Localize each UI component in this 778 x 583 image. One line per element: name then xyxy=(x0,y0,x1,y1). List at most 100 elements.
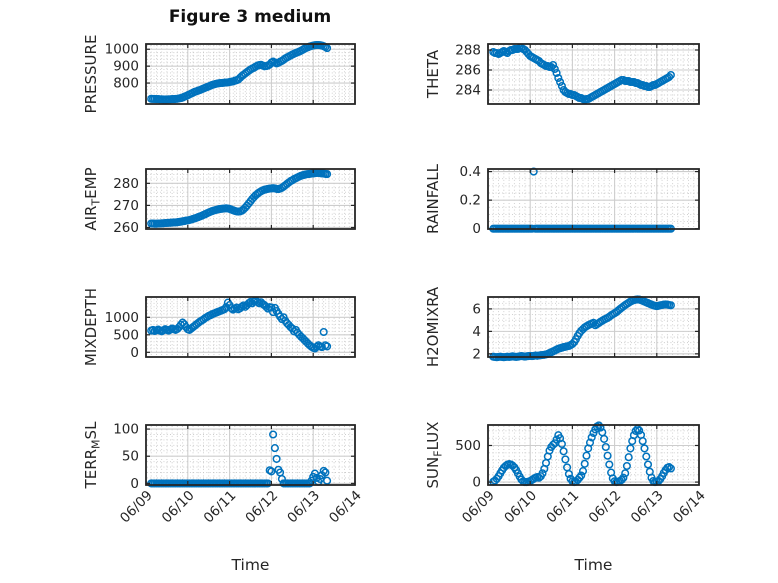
data-point xyxy=(269,308,278,317)
data-point xyxy=(262,302,271,311)
data-point xyxy=(617,475,626,484)
data-point xyxy=(585,438,595,447)
data-point xyxy=(578,467,588,476)
data-point xyxy=(624,453,633,462)
axes-box xyxy=(487,296,700,358)
axes-box xyxy=(487,43,700,105)
y-tick-label: 288 xyxy=(455,43,481,59)
data-points-h2omixra xyxy=(489,295,675,362)
y-tick-label: 900 xyxy=(113,59,139,75)
tick-marks xyxy=(145,297,356,357)
y-tick-label: 1000 xyxy=(105,42,139,58)
data-point xyxy=(554,73,563,83)
x-axis-label: Time xyxy=(231,556,270,574)
data-point xyxy=(319,327,328,337)
y-axis-label-mixdepth: MIXDEPTH xyxy=(82,288,100,366)
data-point xyxy=(323,342,332,351)
y-tick-label: 800 xyxy=(113,76,139,92)
x-tick-label: 06/13 xyxy=(284,488,323,527)
x-tick-label: 06/11 xyxy=(201,488,240,527)
y-tick-label: 270 xyxy=(113,198,139,214)
data-point xyxy=(622,461,631,471)
tick-marks xyxy=(145,425,356,485)
x-tick-label: 06/09 xyxy=(459,488,498,527)
axes-box xyxy=(487,168,700,230)
axes-box xyxy=(145,168,356,230)
data-point xyxy=(642,452,651,461)
subplot-theta: 284 286 288 THETA xyxy=(424,43,700,105)
tick-marks xyxy=(487,297,700,357)
subplot-rainfall: 0 0.2 0.4 RAINFALL xyxy=(424,163,700,237)
y-tick-label: 0.2 xyxy=(460,193,481,209)
y-tick-label: 0 xyxy=(472,221,481,237)
data-point xyxy=(321,468,330,477)
y-tick-label: 4 xyxy=(472,324,481,340)
y-tick-label: 260 xyxy=(113,220,139,236)
y-axis-label-rainfall: RAINFALL xyxy=(424,163,442,234)
data-point xyxy=(666,464,675,473)
y-axis-label-theta: THETA xyxy=(424,49,442,99)
figure-title: Figure 3 medium xyxy=(168,7,332,27)
data-point xyxy=(269,430,278,439)
data-points-pressure xyxy=(147,40,332,104)
data-point xyxy=(549,60,558,70)
major-grid xyxy=(488,169,699,229)
y-axis-label-h2omixra: H2OMIXRA xyxy=(424,286,442,367)
y-axis-label-terr-msl: TERRMSL xyxy=(82,421,103,490)
y-tick-label: 2 xyxy=(472,346,481,362)
y-tick-label: 0 xyxy=(472,475,481,491)
data-point xyxy=(626,444,635,453)
data-point xyxy=(323,170,332,179)
data-point xyxy=(666,301,675,310)
data-point xyxy=(270,444,279,453)
y-tick-label: 500 xyxy=(455,438,481,454)
data-point xyxy=(601,442,610,452)
x-axis-label: Time xyxy=(574,556,613,574)
x-tick-label: 06/10 xyxy=(159,488,198,527)
y-tick-label: 0 xyxy=(130,345,139,361)
tick-marks xyxy=(145,44,356,104)
data-point xyxy=(635,426,644,435)
data-point xyxy=(665,463,674,472)
data-point xyxy=(237,302,246,311)
data-point xyxy=(556,77,565,87)
y-tick-label: 0.4 xyxy=(460,164,481,180)
data-point xyxy=(323,476,332,485)
y-tick-label: 284 xyxy=(455,83,481,99)
data-point xyxy=(643,460,653,469)
data-point xyxy=(538,469,547,478)
y-tick-label: 500 xyxy=(113,327,139,343)
tick-marks xyxy=(145,169,356,229)
data-point xyxy=(665,72,674,82)
data-point xyxy=(640,444,649,453)
data-point xyxy=(564,469,573,479)
y-axis-label-pressure: PRESSURE xyxy=(82,35,100,114)
data-point xyxy=(582,451,591,460)
x-tick-label: 06/14 xyxy=(326,488,365,527)
data-points-mixdepth xyxy=(147,296,332,353)
data-point xyxy=(552,68,561,78)
data-point xyxy=(631,426,640,435)
data-point xyxy=(621,469,630,478)
axes-box xyxy=(145,424,356,486)
data-points-theta xyxy=(489,43,675,105)
x-tick-label: 06/12 xyxy=(586,488,625,527)
y-tick-label: 286 xyxy=(455,63,481,79)
x-tick-label: 06/09 xyxy=(117,488,156,527)
data-point xyxy=(319,466,328,475)
plot-area-rainfall xyxy=(488,169,699,229)
tick-marks xyxy=(487,169,700,230)
axes-box xyxy=(145,43,356,105)
data-point xyxy=(587,433,596,442)
data-point xyxy=(272,454,281,463)
y-tick-label: 6 xyxy=(472,301,481,317)
y-tick-label: 1000 xyxy=(105,310,139,326)
data-point xyxy=(619,473,628,482)
y-axis-label-air-temp: AIRTEMP xyxy=(82,167,103,230)
data-point xyxy=(600,434,609,443)
data-point xyxy=(580,459,589,468)
data-point xyxy=(638,437,647,446)
minor-grid xyxy=(147,45,354,103)
subplot-terr-msl: 0 50 100 TERRMSL 06/09 06/10 06/11 06/12 06/13 06… xyxy=(82,421,365,574)
